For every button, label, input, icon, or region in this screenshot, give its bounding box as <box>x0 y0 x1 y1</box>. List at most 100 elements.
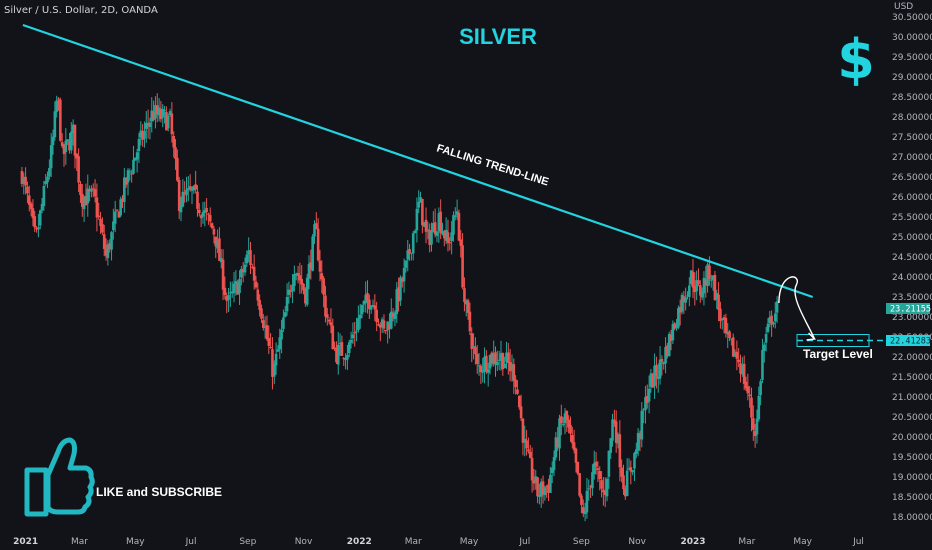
candle-body <box>143 130 146 139</box>
candle-body <box>636 432 640 451</box>
price-tick-label: 23.50000 <box>892 293 932 303</box>
candle-body <box>587 488 591 490</box>
candle-body <box>75 153 79 159</box>
candle-body <box>174 147 177 159</box>
candle-body <box>166 115 170 129</box>
candle-body <box>51 136 55 146</box>
candle-body <box>494 352 497 363</box>
candle-body <box>635 449 638 455</box>
candle-body <box>514 379 517 388</box>
candle-body <box>766 323 770 332</box>
candle-body <box>137 138 141 151</box>
candle-body <box>709 279 713 281</box>
candle-body <box>605 478 609 497</box>
candle-body <box>724 318 728 334</box>
price-tick-label: 21.00000 <box>892 393 932 403</box>
time-tick-label: Mar <box>738 537 755 547</box>
candle-body <box>388 323 391 330</box>
candle-body <box>428 230 431 245</box>
candle-body <box>461 245 464 288</box>
candle-body <box>523 438 527 443</box>
candle-body <box>373 305 377 310</box>
candle-body <box>130 173 133 175</box>
candle-body <box>667 334 671 357</box>
candle-body <box>638 434 642 438</box>
candle-body <box>761 349 764 380</box>
candle-body <box>717 294 720 310</box>
price-tick-label: 18.50000 <box>892 493 932 503</box>
candle-body <box>618 434 622 468</box>
candle-body <box>380 319 384 328</box>
candle-body <box>199 215 203 219</box>
candle-body <box>369 306 373 310</box>
candle-body <box>613 419 616 424</box>
candle-body <box>123 177 126 202</box>
candle-body <box>349 339 353 343</box>
time-tick-label: Sep <box>239 537 256 547</box>
candle-body <box>616 435 620 444</box>
candle-body <box>450 232 453 241</box>
candle-body <box>435 231 439 236</box>
time-axis[interactable]: 2021 Mar May Jul Sep Nov 2022 Mar May Jul Sep Nov 20… <box>13 537 864 547</box>
candle-body <box>307 264 311 279</box>
candle-body <box>300 278 303 285</box>
candle-body <box>27 195 31 205</box>
candle-body <box>539 481 543 497</box>
candle-body <box>399 277 402 301</box>
candle-body <box>496 362 499 366</box>
candle-body <box>527 449 530 452</box>
candle-body <box>371 305 375 307</box>
promo-block: LIKE and SUBSCRIBE <box>24 437 222 517</box>
candle-body <box>543 487 547 496</box>
candle-body <box>497 359 501 361</box>
candle-body <box>144 122 148 129</box>
candle-body <box>446 232 450 243</box>
candle-body <box>669 335 673 341</box>
candle-body <box>62 145 66 154</box>
candle-body <box>660 358 664 362</box>
price-axis[interactable]: USD 18.00000 18.50000 19.00000 19.50000 20.0… <box>886 2 932 523</box>
candle-body <box>38 210 42 226</box>
candle-body <box>549 474 552 493</box>
candle-body <box>318 260 322 272</box>
candle-body <box>762 344 766 351</box>
candle-body <box>212 228 216 235</box>
candle-body <box>563 413 567 424</box>
candle-body <box>216 240 219 249</box>
candle-body <box>80 193 84 207</box>
candle-body <box>97 215 101 218</box>
candle-body <box>525 440 528 449</box>
candle-body <box>22 177 26 184</box>
falling-trend-line[interactable] <box>22 23 814 299</box>
candle-body <box>278 337 282 350</box>
candle-body <box>20 170 24 184</box>
candle-body <box>322 278 325 295</box>
candle-body <box>631 470 634 473</box>
price-tick-label: 24.00000 <box>892 273 932 283</box>
current-price-tag <box>886 303 930 314</box>
candle-body <box>282 317 285 329</box>
candle-body <box>163 110 166 112</box>
candle-body <box>165 111 168 131</box>
candle-body <box>472 346 475 348</box>
candle-body <box>181 191 185 207</box>
candle-body <box>110 232 113 250</box>
candle-body <box>342 357 346 359</box>
candle-body <box>624 488 627 497</box>
time-tick-label: 2023 <box>680 537 705 547</box>
time-tick-label: Mar <box>405 537 422 547</box>
candle-body <box>688 285 691 297</box>
candle-body <box>538 494 541 497</box>
candle-body <box>227 294 230 300</box>
candle-body <box>474 346 477 355</box>
candle-body <box>201 212 205 217</box>
candle-body <box>589 486 592 488</box>
time-tick-label: May <box>126 537 145 547</box>
time-tick-label: Jul <box>852 537 864 547</box>
candle-body <box>276 349 280 352</box>
candle-body <box>656 376 660 379</box>
candle-body <box>139 130 143 138</box>
candle-body <box>719 308 722 322</box>
price-tick-label: 23.00000 <box>892 313 932 323</box>
candle-body <box>647 388 651 402</box>
